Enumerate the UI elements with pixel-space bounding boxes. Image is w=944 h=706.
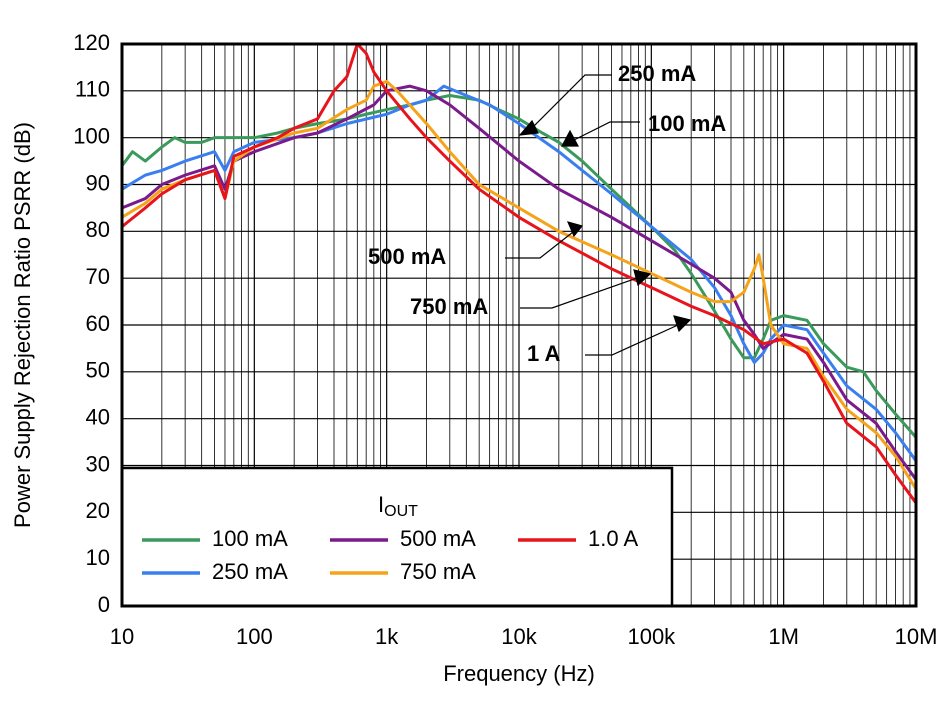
x-tick-label: 10	[110, 624, 134, 649]
x-tick-label: 10M	[895, 624, 938, 649]
y-axis-title: Power Supply Rejection Ratio PSRR (dB)	[10, 122, 35, 528]
leader-line	[520, 277, 638, 309]
y-tick-label: 100	[73, 123, 110, 148]
annotation: 1 A	[527, 341, 561, 366]
legend-label: 1.0 A	[588, 526, 638, 551]
legend-label: 750 mA	[400, 559, 476, 584]
legend-label: 100 mA	[212, 526, 288, 551]
y-tick-label: 80	[86, 217, 110, 242]
plot-frame	[120, 42, 918, 608]
y-tick-label: 0	[98, 592, 110, 617]
y-tick-label: 70	[86, 264, 110, 289]
annotation: 100 mA	[648, 111, 726, 136]
legend-label: 500 mA	[400, 526, 476, 551]
legend-title: IOUT	[378, 492, 418, 520]
annotations: 250 mA 100 mA 500 mA 750 mA 1 A	[368, 61, 726, 366]
x-tick-label: 100	[236, 624, 273, 649]
arrow-head	[561, 129, 579, 147]
plot-lines	[122, 44, 916, 504]
x-tick-label: 100k	[627, 624, 676, 649]
arrow-head	[566, 221, 584, 238]
leader-line	[585, 324, 679, 356]
leader-line	[573, 121, 640, 141]
x-axis-title: Frequency (Hz)	[443, 661, 595, 686]
y-tick-label: 20	[86, 498, 110, 523]
y-tick-label: 60	[86, 311, 110, 336]
x-tick-label: 1M	[768, 624, 799, 649]
y-tick-label: 90	[86, 170, 110, 195]
leader-line	[529, 74, 612, 131]
y-tick-label: 30	[86, 451, 110, 476]
y-tick-label: 10	[86, 545, 110, 570]
legend-box	[120, 466, 674, 608]
legend: IOUT 100 mA 250 mA 500 mA 750 mA 1.0 A	[120, 466, 674, 608]
series-line	[122, 84, 916, 462]
legend-title-main: I	[378, 492, 384, 517]
leader-line	[505, 231, 574, 259]
y-tick-label: 110	[75, 77, 110, 102]
legend-title-sub: OUT	[384, 503, 418, 520]
series-line	[122, 94, 916, 439]
y-tick-label: 50	[86, 358, 110, 383]
x-tick-label: 10k	[501, 624, 537, 649]
y-tick-label: 120	[73, 30, 110, 55]
annotation: 250 mA	[618, 61, 696, 86]
series-line	[122, 44, 916, 504]
legend-label: 250 mA	[212, 559, 288, 584]
x-tick-label: 1k	[375, 624, 399, 649]
arrow-head	[518, 119, 539, 136]
annotation: 750 mA	[410, 294, 488, 319]
arrow-head	[673, 315, 692, 333]
annotation: 500 mA	[368, 244, 446, 269]
y-tick-label: 40	[86, 404, 110, 429]
arrow-head	[633, 269, 652, 287]
